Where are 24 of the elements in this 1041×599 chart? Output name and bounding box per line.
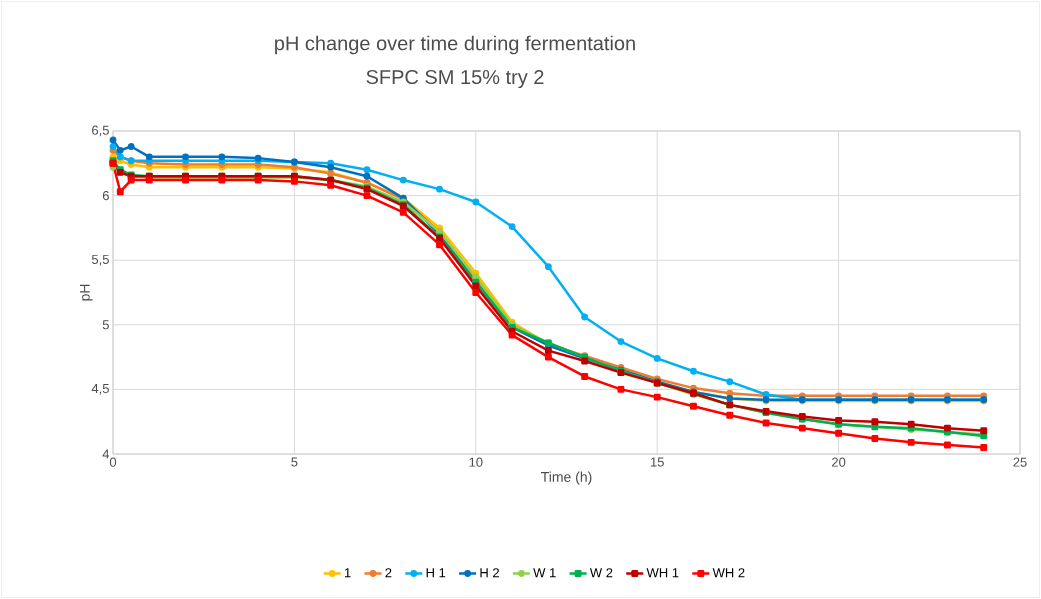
legend-label: W 2 — [589, 568, 613, 578]
legend-label: 1 — [344, 568, 351, 578]
x-tick-label: 25 — [1013, 457, 1027, 467]
y-tick-label: 5 — [102, 320, 109, 330]
y-tick-label: 5,5 — [91, 254, 109, 266]
x-axis-title: Time (h) — [541, 471, 592, 485]
x-tick-label: 10 — [469, 457, 483, 467]
y-tick-label: 6 — [102, 190, 109, 201]
chart-subtitle: SFPC SM 15% try 2 — [366, 69, 544, 89]
legend-label: WH 1 — [646, 568, 679, 578]
legend-label: W 1 — [533, 568, 556, 578]
legend-label: 2 — [385, 568, 392, 578]
legend-label: H 1 — [426, 568, 446, 578]
legend-label: WH 2 — [712, 568, 745, 578]
y-tick-label: 4,5 — [91, 384, 109, 395]
y-tick-label: 4 — [102, 449, 110, 459]
x-tick-label: 20 — [832, 457, 846, 467]
y-axis-title: pH — [80, 284, 93, 301]
x-tick-label: 0 — [109, 457, 117, 467]
legend-label: H 2 — [480, 568, 499, 578]
chart-title: pH change over time during fermentation — [275, 35, 635, 55]
x-tick-label: 5 — [291, 457, 298, 467]
y-tick-label: 6,5 — [92, 125, 109, 137]
x-tick-label: 15 — [650, 457, 664, 467]
